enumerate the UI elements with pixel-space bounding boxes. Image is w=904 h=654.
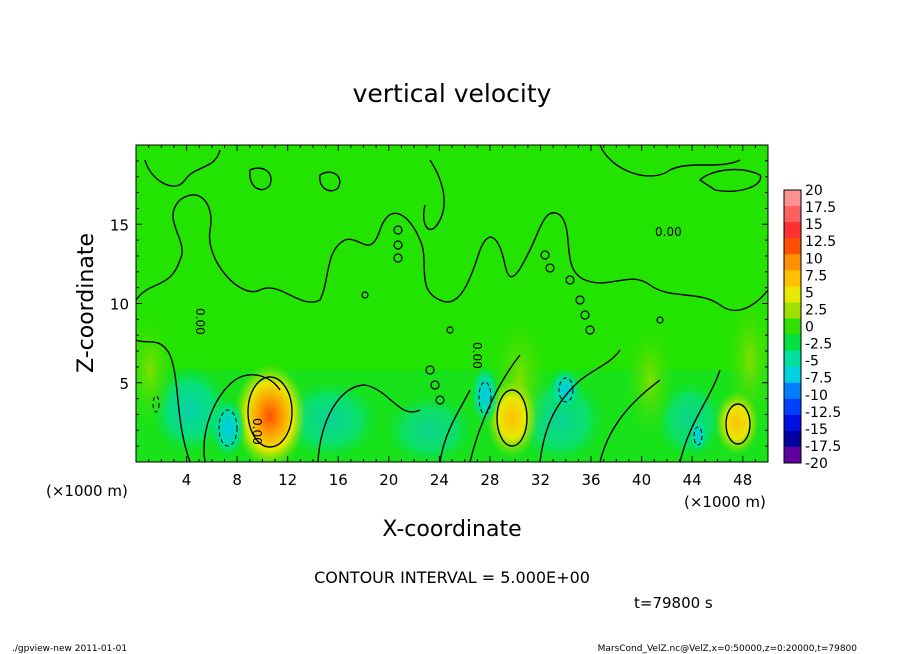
x-tick-label: 28 [480,471,499,489]
light-region [136,310,175,430]
colorbar-swatch [784,270,801,287]
plot-area: 0.00 0.00 0.00 0.00 [136,145,768,462]
colorbar-label: -7.5 [805,371,832,387]
x-tick-label: 32 [531,471,550,489]
footer-left: ./gpview-new 2011-01-01 [12,644,127,654]
colorbar-label: 5 [805,285,814,301]
colorbar-label: -20 [805,456,828,472]
updraft-contour [725,403,751,445]
y-axis-label: Z-coordinate [74,233,99,373]
colorbar-swatch [784,206,801,223]
colorbar-label: 7.5 [805,268,827,284]
x-tick-label: 48 [733,471,752,489]
footer-right: MarsCond_VelZ.nc@VelZ,x=0:50000,z=0:2000… [598,644,858,654]
x-tick-label: 20 [379,471,398,489]
downdraft-core [471,365,499,425]
colorbar-swatch [784,366,801,384]
colorbar-swatch [784,222,801,239]
colorbar-swatch [784,334,801,352]
colorbar-label: 20 [805,183,823,199]
colorbar-label: 15 [805,217,823,233]
colorbar-label: -10 [805,388,828,404]
contour-label: 0.00 [250,418,264,445]
updraft-contour [496,389,528,447]
contour-label: 0.00 [193,308,207,335]
colorbar-swatch [784,190,801,207]
downdraft-core [549,368,581,412]
x-axis-label: X-coordinate [382,517,521,542]
updraft-core [486,378,538,458]
x-tick-label: 44 [683,471,702,489]
updraft-core [234,364,306,462]
colorbar-label: 0 [805,320,814,336]
cyan-region [280,380,380,460]
contour-lines [136,145,768,462]
colorbar-swatch [784,254,801,271]
x-unit-right: (×1000 m) [684,493,766,511]
contour-interval: CONTOUR INTERVAL = 5.000E+00 [314,568,590,587]
y-tick-label: 5 [119,375,129,393]
colorbar-swatch [784,414,801,432]
updraft-core [715,391,759,455]
closed-contours [247,376,751,448]
downdraft-core [210,398,246,458]
colorbar-swatch [784,238,801,255]
small-circles [361,225,664,405]
light-region [625,320,675,440]
colorbar-label: -2.5 [805,337,832,353]
x-tick-label: 40 [632,471,651,489]
x-axis-ticks: 4 8 12 16 20 24 28 32 36 40 44 48 [148,145,756,489]
chart-title: vertical velocity [353,79,552,108]
y-tick-label: 10 [110,296,129,314]
downdraft-core [688,417,708,453]
x-tick-label: 16 [329,471,348,489]
x-tick-label: 4 [182,471,192,489]
x-tick-label: 8 [232,471,242,489]
colorbar-frame [783,189,802,464]
colorbar-label: 17.5 [805,200,836,216]
x-tick-label: 12 [278,471,297,489]
colorbar-label: 12.5 [805,234,836,250]
colorbar-swatch [784,446,801,464]
colorbar-swatch [784,350,801,368]
colorbar-label: -12.5 [805,405,841,421]
colorbar-label: -15 [805,422,828,438]
colorbar-swatch [784,318,801,336]
y-axis-ticks: 5 10 15 [110,160,768,447]
colorbar-swatch [784,398,801,416]
colorbar-label: 2.5 [805,302,827,318]
x-unit-left: (×1000 m) [46,482,128,500]
colorbar-label: -5 [805,354,819,370]
negative-contours [152,377,703,447]
colorbar-label: -17.5 [805,439,841,455]
x-tick-label: 24 [430,471,449,489]
colorbar-label: 10 [805,251,823,267]
updraft-contour [247,376,293,448]
time-label: t=79800 s [634,594,713,612]
colorbar-swatch [784,286,801,303]
contour-label: 0.00 [470,342,484,369]
contour-label: 0.00 [655,225,682,239]
colorbar-swatch [784,382,801,400]
y-tick-label: 15 [110,216,129,234]
x-tick-label: 36 [581,471,600,489]
colorbar-swatch [784,430,801,448]
colorbar-swatch [784,302,801,319]
